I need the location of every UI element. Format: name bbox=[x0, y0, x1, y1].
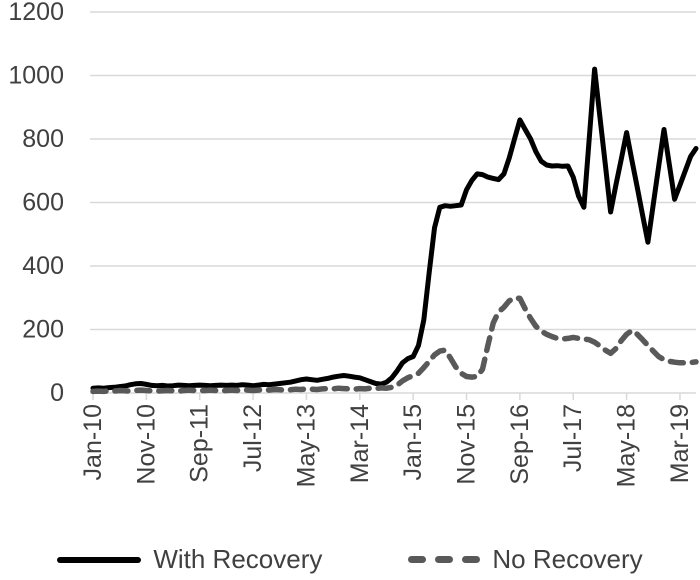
legend-item-with-recovery: With Recovery bbox=[57, 544, 322, 575]
x-tick-label: Jan-15 bbox=[399, 404, 427, 480]
chart-legend: With Recovery No Recovery bbox=[0, 544, 700, 575]
legend-label-with-recovery: With Recovery bbox=[153, 544, 323, 574]
dashed-line-swatch bbox=[408, 556, 481, 564]
legend-label-no-recovery: No Recovery bbox=[492, 544, 643, 574]
x-tick-label: Mar-19 bbox=[666, 404, 694, 483]
y-tick-label: 0 bbox=[50, 379, 64, 407]
solid-line-swatch bbox=[57, 556, 142, 563]
y-tick-label: 200 bbox=[22, 316, 64, 344]
x-tick-label: Jul-17 bbox=[559, 404, 587, 472]
x-tick-label: Jul-12 bbox=[239, 404, 267, 472]
with-recovery-line bbox=[90, 66, 699, 391]
y-tick-label: 600 bbox=[22, 189, 64, 217]
x-tick-label: Nov-10 bbox=[132, 404, 160, 485]
y-tick-label: 400 bbox=[22, 252, 64, 280]
x-tick-label: Sep-11 bbox=[186, 404, 214, 483]
y-tick-label: 1000 bbox=[8, 62, 64, 90]
x-tick-label: Sep-16 bbox=[506, 404, 534, 485]
y-tick-label: 1200 bbox=[8, 0, 64, 26]
no-recovery-line bbox=[90, 295, 699, 395]
chart-canvas: 0 200 400 600 800 1000 1200 Jan-10 Nov-10 Sep-11 J… bbox=[8, 0, 699, 487]
x-tick-label: May-13 bbox=[292, 404, 320, 487]
x-tick-label: Jan-10 bbox=[79, 404, 107, 480]
x-tick-label: May-18 bbox=[613, 404, 641, 487]
x-tick-label: Mar-14 bbox=[346, 404, 374, 483]
x-tick-label: Nov-15 bbox=[453, 404, 481, 485]
y-tick-label: 800 bbox=[22, 125, 64, 153]
legend-item-no-recovery: No Recovery bbox=[408, 544, 643, 575]
